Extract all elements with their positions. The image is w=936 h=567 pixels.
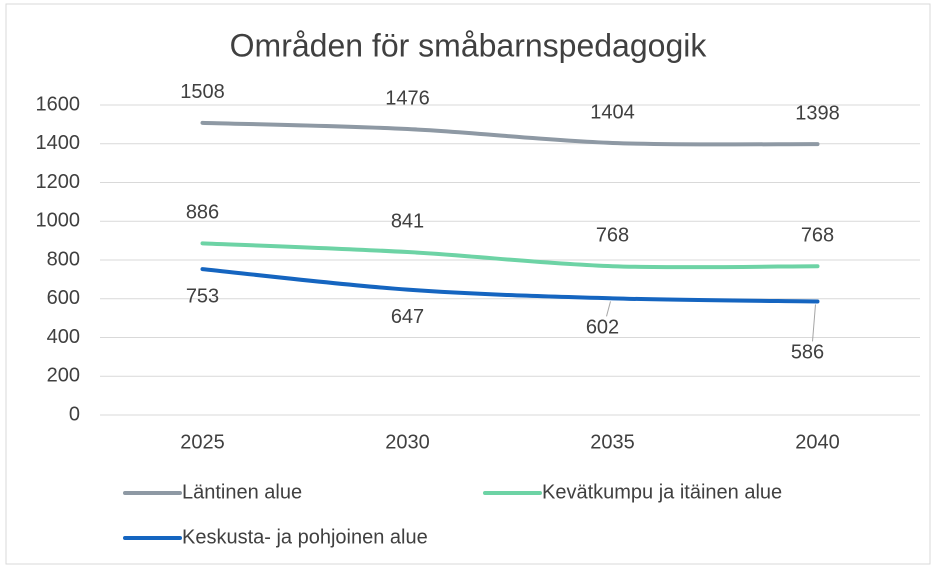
x-tick-label: 2040 [795,431,840,453]
y-tick-label: 800 [47,248,80,270]
y-tick-label: 400 [47,326,80,348]
series-line [200,120,820,147]
data-label: 753 [186,285,219,307]
y-tick-label: 1600 [36,93,81,115]
data-label: 886 [186,202,219,224]
y-tick-label: 1400 [36,132,81,154]
y-tick-label: 200 [47,365,80,387]
y-tick-label: 1000 [36,210,81,232]
legend-label: Keskusta- ja pohjoinen alue [182,526,428,548]
data-label: 841 [391,210,424,232]
x-tick-label: 2025 [180,431,225,453]
leader-line [812,304,816,342]
data-label: 586 [791,342,824,364]
data-label: 768 [801,224,834,246]
data-label: 1404 [590,101,635,123]
x-tick-label: 2030 [385,431,430,453]
data-label: 1398 [795,102,840,124]
data-label: 602 [586,317,619,339]
chart-title: Områden för småbarnspedagogik [230,27,708,63]
data-label: 1476 [385,87,430,109]
y-tick-label: 1200 [36,171,81,193]
series-line [200,241,820,270]
y-tick-label: 600 [47,287,80,309]
data-label: 1508 [180,81,225,103]
chart-frame [5,3,931,565]
x-tick-label: 2035 [590,431,635,453]
legend-label: Kevätkumpu ja itäinen alue [542,481,782,503]
y-tick-label: 0 [69,403,80,425]
data-label: 647 [391,306,424,328]
legend-label: Läntinen alue [182,481,302,503]
data-label: 768 [596,224,629,246]
leader-line [606,301,611,317]
series-line [200,267,820,304]
